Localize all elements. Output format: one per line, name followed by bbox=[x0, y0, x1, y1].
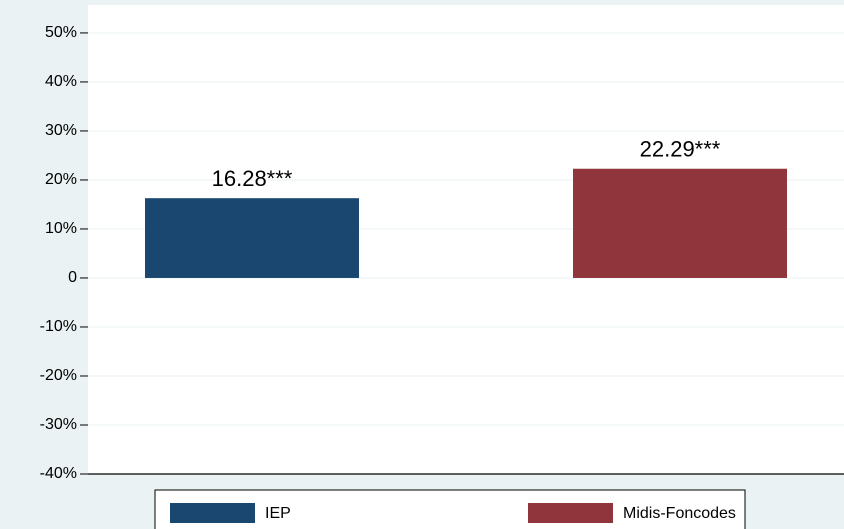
y-tick-label: 0 bbox=[68, 269, 77, 286]
y-tick-label: 20% bbox=[45, 171, 77, 188]
legend-label: Midis-Foncodes bbox=[623, 505, 736, 522]
y-tick-label: -40% bbox=[40, 465, 77, 482]
y-tick-label: -20% bbox=[40, 367, 77, 384]
y-tick-label: 30% bbox=[45, 122, 77, 139]
value-label: 16.28*** bbox=[212, 166, 293, 191]
legend-swatch bbox=[528, 503, 613, 523]
bar bbox=[573, 168, 787, 278]
y-tick-label: -10% bbox=[40, 318, 77, 335]
legend-label: IEP bbox=[265, 505, 291, 522]
y-tick-label: 10% bbox=[45, 220, 77, 237]
y-tick-label: 50% bbox=[45, 24, 77, 41]
bar bbox=[145, 198, 359, 278]
legend-swatch bbox=[170, 503, 255, 523]
value-label: 22.29*** bbox=[640, 137, 721, 162]
y-tick-label: 40% bbox=[45, 73, 77, 90]
y-tick-label: -30% bbox=[40, 416, 77, 433]
